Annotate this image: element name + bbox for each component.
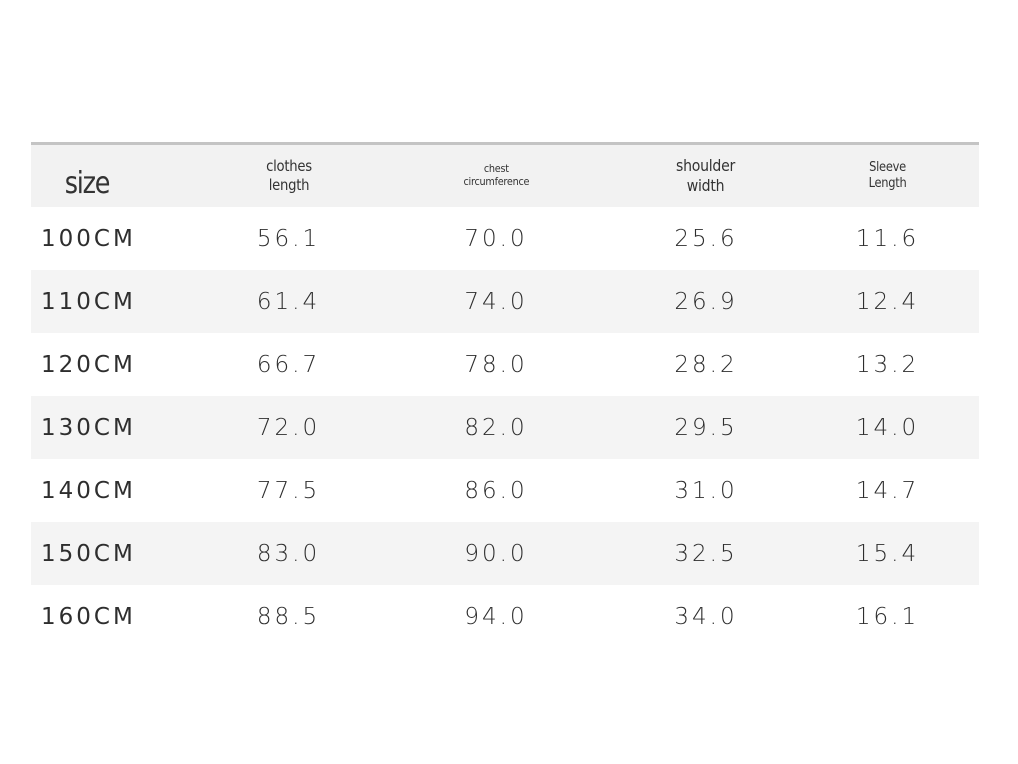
header-sleeve-line1: Sleeve	[869, 159, 906, 175]
shoulder-cell: 26.9	[674, 288, 738, 315]
chest-cell: 86.0	[464, 477, 528, 504]
chest-cell: 94.0	[464, 603, 528, 630]
header-sleeve-length: Sleeve Length	[869, 160, 907, 193]
table-row: 150CM 83.0 90.0 32.5 15.4	[31, 522, 979, 585]
table-row: 160CM 88.5 94.0 34.0 16.1	[31, 585, 979, 648]
table-row: 130CM 72.0 82.0 29.5 14.0	[31, 396, 979, 459]
header-clothes-length-line1: clothes	[265, 157, 312, 176]
table-row: 100CM 56.1 70.0 25.6 11.6	[31, 207, 979, 270]
shoulder-cell: 32.5	[674, 540, 738, 567]
clothes-length-cell: 83.0	[256, 540, 321, 567]
header-clothes-length-line2: length	[268, 175, 309, 194]
header-chest-line1: chest	[483, 161, 509, 175]
header-shoulder-cell: shoulder width	[616, 156, 796, 196]
size-cell: 150CM	[41, 540, 136, 567]
shoulder-cell: 25.6	[674, 225, 738, 252]
clothes-length-cell: 56.1	[256, 225, 321, 252]
header-sleeve-line2: Length	[868, 176, 907, 191]
header-shoulder-line1: shoulder	[676, 156, 736, 175]
chest-cell: 82.0	[464, 414, 528, 441]
shoulder-cell: 28.2	[674, 351, 738, 378]
header-size-cell: size	[31, 152, 201, 201]
sleeve-cell: 11.6	[855, 225, 920, 252]
header-shoulder-line2: width	[687, 176, 725, 195]
header-chest-line2: circumference	[463, 175, 529, 189]
table-header-row: size clothes length chest circumference …	[31, 145, 979, 207]
header-shoulder-width: shoulder width	[677, 156, 736, 196]
table-row: 110CM 61.4 74.0 26.9 12.4	[31, 270, 979, 333]
size-cell: 120CM	[41, 351, 136, 378]
header-sleeve-cell: Sleeve Length	[796, 160, 979, 193]
clothes-length-cell: 72.0	[256, 414, 321, 441]
chest-cell: 70.0	[464, 225, 528, 252]
clothes-length-cell: 66.7	[256, 351, 321, 378]
clothes-length-cell: 88.5	[256, 603, 321, 630]
chest-cell: 74.0	[464, 288, 528, 315]
shoulder-cell: 34.0	[674, 603, 738, 630]
chest-cell: 78.0	[464, 351, 528, 378]
header-clothes-length: clothes length	[266, 157, 312, 195]
sleeve-cell: 13.2	[855, 351, 920, 378]
sleeve-cell: 16.1	[855, 603, 920, 630]
size-cell: 140CM	[41, 477, 136, 504]
header-chest-cell: chest circumference	[376, 162, 616, 191]
size-cell: 110CM	[41, 288, 136, 315]
table-row: 120CM 66.7 78.0 28.2 13.2	[31, 333, 979, 396]
sleeve-cell: 14.0	[855, 414, 920, 441]
size-cell: 130CM	[41, 414, 136, 441]
sleeve-cell: 14.7	[855, 477, 920, 504]
chest-cell: 90.0	[464, 540, 528, 567]
size-cell: 100CM	[41, 225, 136, 252]
clothes-length-cell: 61.4	[256, 288, 321, 315]
sleeve-cell: 12.4	[855, 288, 920, 315]
sleeve-cell: 15.4	[855, 540, 920, 567]
table-row: 140CM 77.5 86.0 31.0 14.7	[31, 459, 979, 522]
shoulder-cell: 29.5	[674, 414, 738, 441]
header-clothes-length-cell: clothes length	[201, 157, 376, 195]
shoulder-cell: 31.0	[674, 477, 738, 504]
size-chart-table: size clothes length chest circumference …	[31, 142, 979, 648]
clothes-length-cell: 77.5	[256, 477, 321, 504]
header-chest-circumference: chest circumference	[463, 162, 529, 190]
header-size: size	[64, 165, 111, 201]
size-cell: 160CM	[41, 603, 136, 630]
